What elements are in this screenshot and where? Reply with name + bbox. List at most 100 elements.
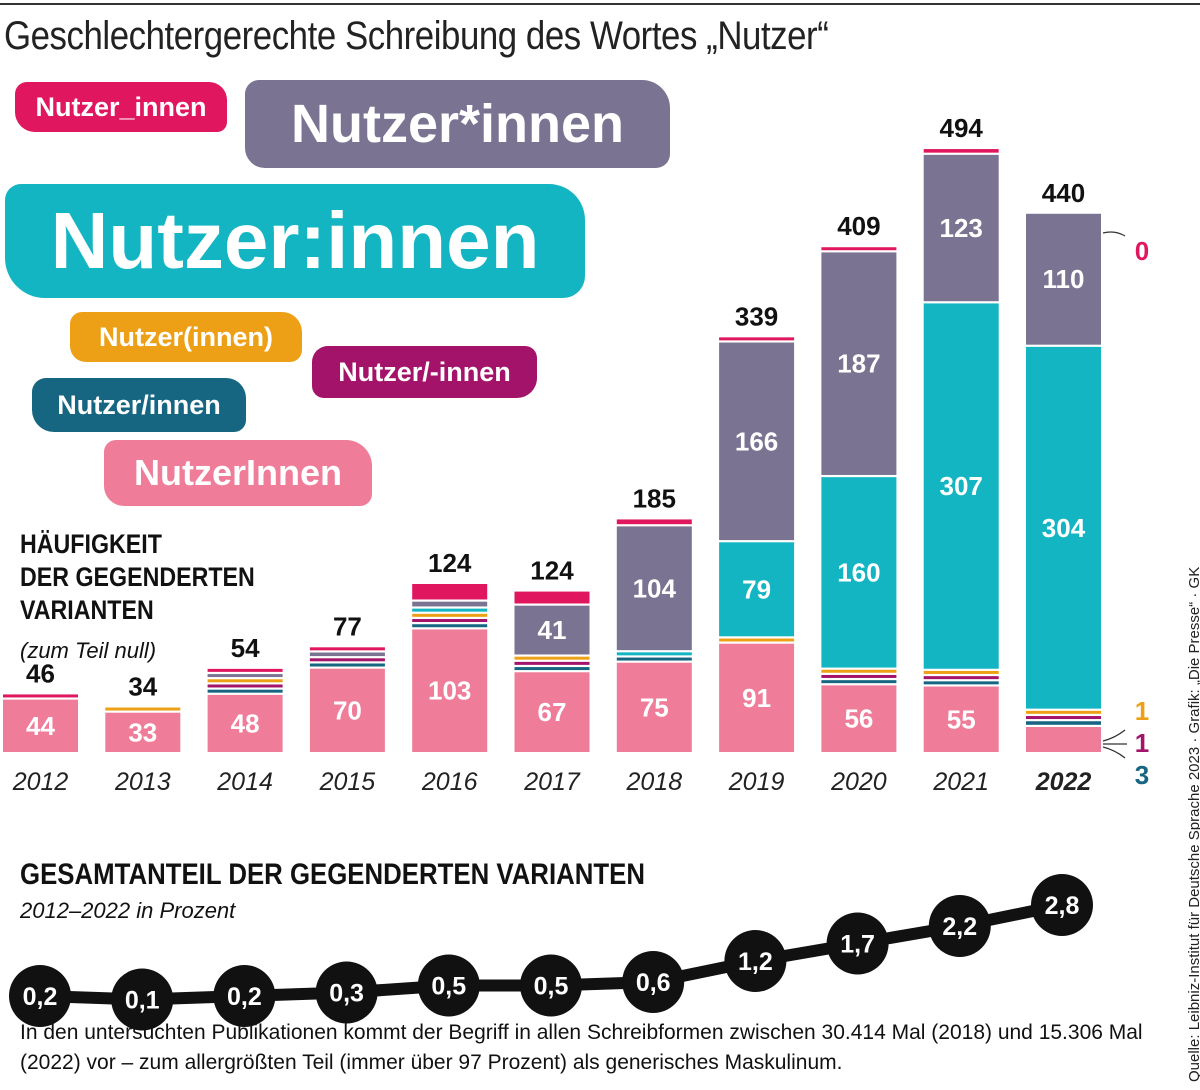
segment-value-label: 110 [1043,264,1085,294]
chart-title: Geschlechtergerechte Schreibung des Wort… [4,14,829,58]
callout-value: 1 [1135,696,1149,726]
bar-segment [412,619,488,623]
bar-segment [412,613,488,617]
bar-segment [923,154,999,302]
bar-segment [719,643,795,752]
bar-total-label: 124 [530,556,574,586]
segment-value-label: 304 [1042,513,1086,543]
bar-segment [514,672,590,752]
bar-total-label: 34 [128,672,157,702]
bar-segment [412,608,488,612]
segment-value-label: 75 [640,692,669,722]
bar-segment [207,668,283,672]
share-value-label: 0,5 [534,973,569,1001]
segment-value-label: 187 [837,349,880,379]
bar-segment [105,712,181,752]
bar-total-label: 54 [231,633,260,663]
segment-value-label: 166 [735,426,778,456]
bar-segment [616,652,692,656]
frequency-heading-line: DER GEGENDERTEN [20,562,255,592]
share-value-label: 1,7 [840,931,875,959]
bar-segment [412,624,488,628]
bar-segment [207,684,283,688]
variant-label-asterisk: Nutzer*innen [245,80,670,168]
share-point [928,895,991,957]
bar-segment [616,519,692,525]
bar-segment [821,669,897,673]
share-value-label: 0,1 [125,987,160,1015]
share-point [1031,874,1093,936]
bar-segment [207,694,283,752]
share-point [724,930,787,992]
bar-segment [207,679,283,683]
share-value-label: 0,2 [23,983,58,1011]
segment-value-label: 160 [837,557,880,587]
frequency-heading: HÄUFIGKEIT DER GEGENDERTEN VARIANTEN [20,528,255,627]
bar-segment [616,657,692,661]
bar-segment [1026,721,1101,725]
footnote: In den untersuchten Publikationen kommt … [20,1021,1143,1074]
bar-segment [719,337,795,341]
bar-segment [923,676,999,680]
bar-segment [1026,710,1101,714]
callout-leader [1102,729,1126,742]
callout-value: 0 [1135,236,1149,266]
segment-value-label: 33 [128,717,157,747]
x-tick-label: 2012 [12,768,69,796]
callout-value: 3 [1135,760,1149,790]
bar-segment [514,591,590,604]
variant-label-colon: Nutzer:innen [5,184,585,298]
x-tick-label: 2018 [625,768,682,796]
share-value-label: 2,2 [942,913,977,941]
share-point [417,954,480,1017]
bar-segment [821,685,897,752]
bar-segment [412,629,488,752]
x-tick-label: 2020 [830,768,887,796]
bar-total-label: 77 [333,611,362,641]
callout-value: 1 [1135,728,1149,758]
callout-leader [1102,231,1126,237]
bar-total-label: 46 [26,658,55,688]
x-tick-label: 2016 [421,768,478,796]
bar-segment [923,670,999,674]
segment-value-label: 41 [538,615,567,645]
bar-segment [514,667,590,671]
segment-value-label: 55 [947,704,976,734]
bar-segment [719,542,795,637]
bar-segment [309,663,385,667]
segment-value-label: 307 [940,471,983,501]
bar-total-label: 339 [735,301,778,331]
bar-total-label: 409 [837,211,880,241]
bar-segment [821,477,897,668]
bar-segment [1026,727,1101,752]
variant-label-binnen-i: NutzerInnen [104,440,372,506]
segment-value-label: 67 [538,697,567,727]
bar-segment [207,674,283,678]
bar-segment [719,638,795,642]
segment-value-label: 104 [633,573,677,603]
segment-value-label: 103 [428,676,471,706]
bar-segment [719,342,795,541]
top-rule [0,3,1200,5]
bar-segment [3,694,78,698]
bar-segment [3,699,78,752]
bar-total-label: 124 [428,548,472,578]
bar-segment [412,601,488,607]
x-tick-label: 2022 [1035,768,1092,796]
bar-segment [412,584,488,600]
bar-total-label: 440 [1042,178,1085,208]
bar-segment [923,149,999,153]
variant-label-underscore: Nutzer_innen [15,82,227,132]
variant-label-slash-dash: Nutzer/-innen [312,346,537,398]
x-tick-label: 2013 [114,768,171,796]
bar-segment [207,689,283,693]
stacked-bar-chart: 4446201233342013485420147077201510312420… [3,113,1149,796]
segment-value-label: 123 [940,213,983,243]
variant-label-parentheses: Nutzer(innen) [70,312,302,362]
x-tick-label: 2021 [932,768,989,796]
source-credit: Quelle: Leibniz-Institut für Deutsche Sp… [1186,566,1200,1082]
bar-segment [821,674,897,678]
bar-segment [821,680,897,684]
share-value-label: 0,5 [431,973,466,1001]
x-tick-label: 2017 [523,768,581,796]
